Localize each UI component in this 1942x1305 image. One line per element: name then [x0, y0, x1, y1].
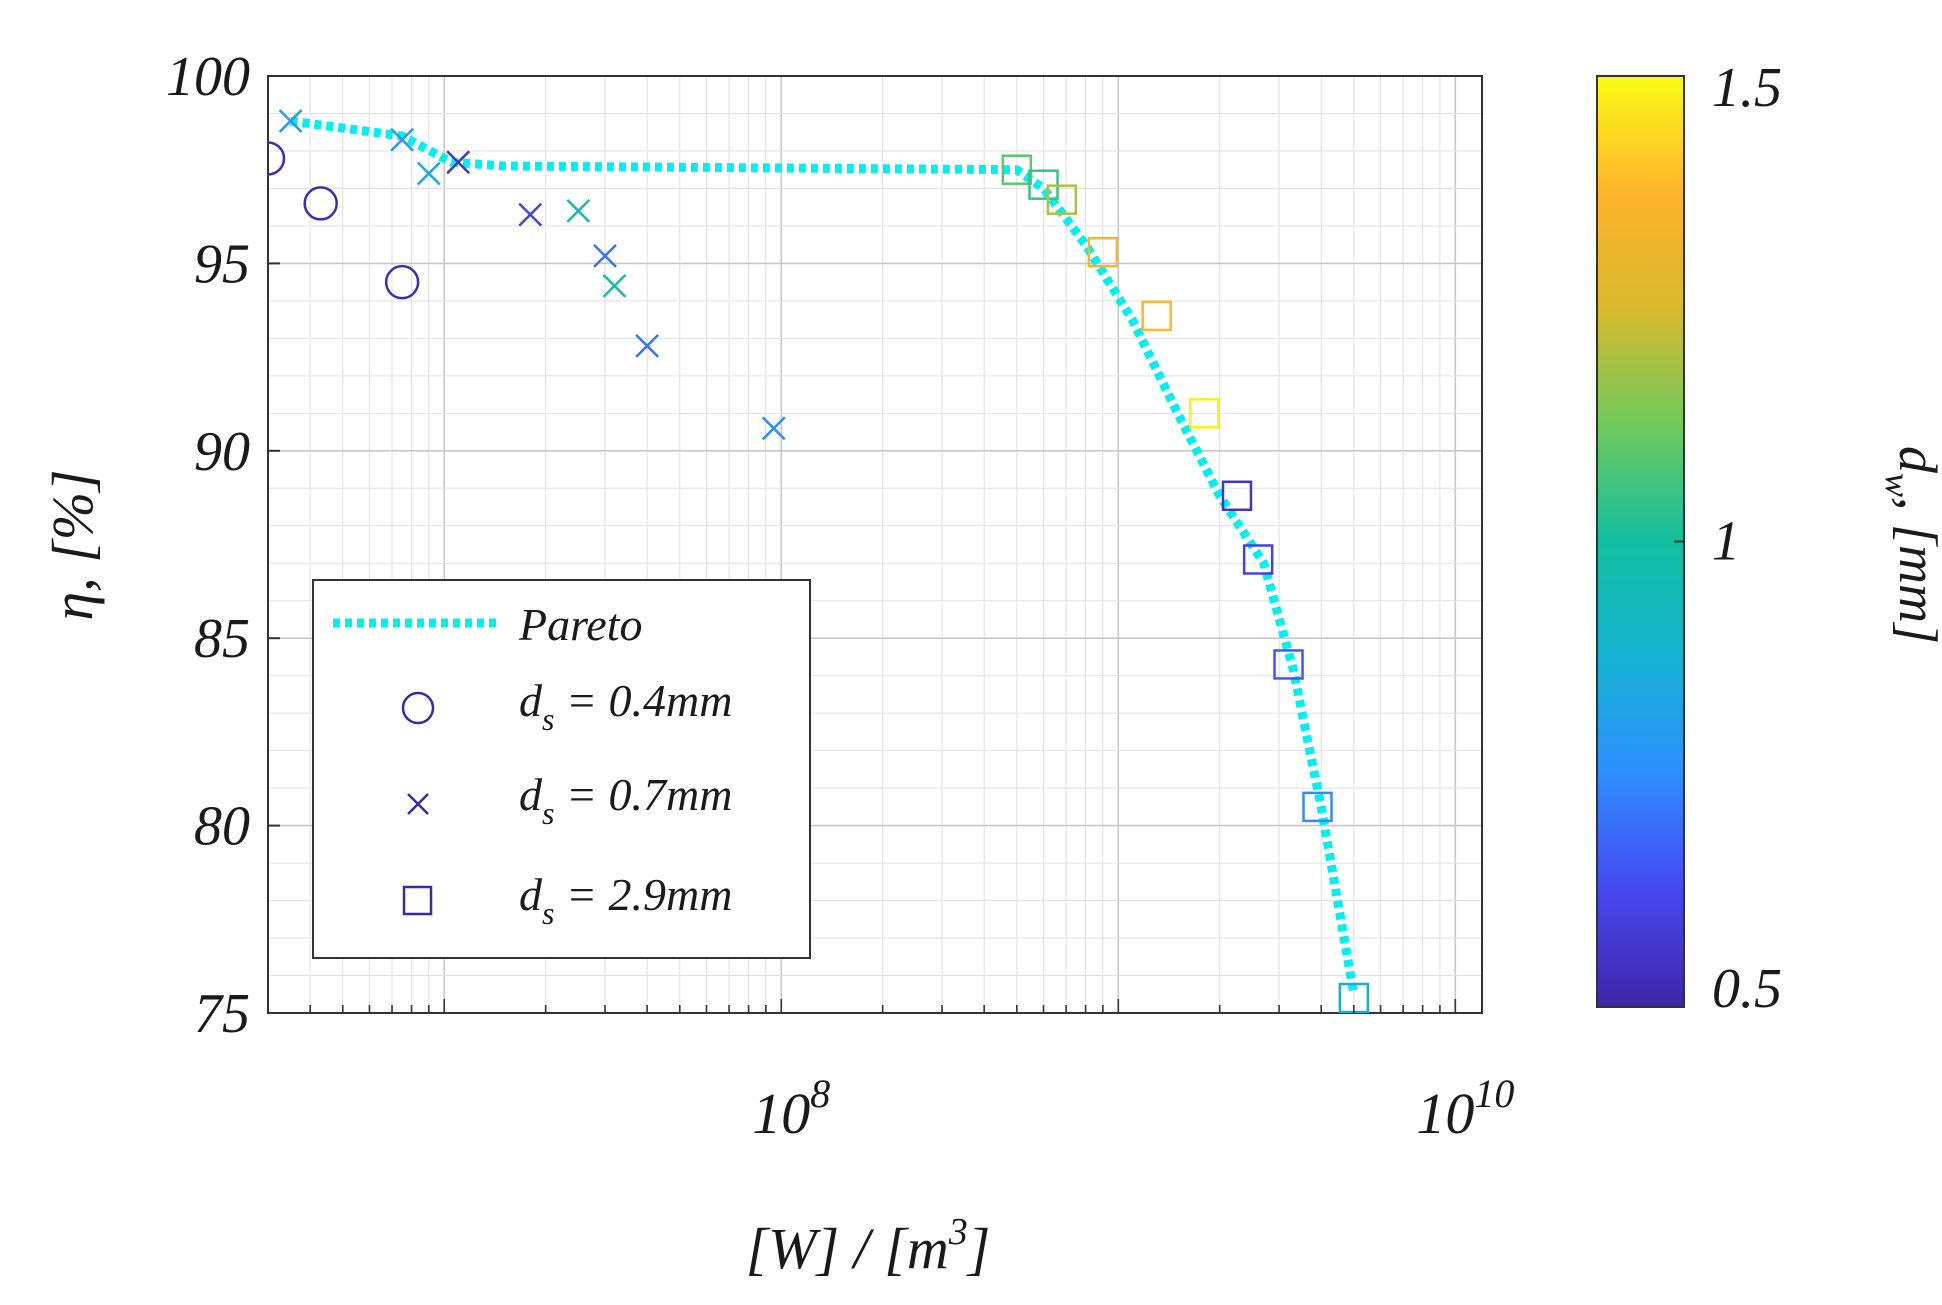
x-marker: [602, 274, 627, 298]
square-marker: [1087, 236, 1119, 268]
square-marker: [1273, 649, 1304, 680]
square-marker: [1302, 791, 1333, 823]
colorbar-ticks: 0.5 1 1.5: [1674, 57, 1782, 1020]
colorbar: 0.5 1 1.5 dw, [mm]: [1596, 57, 1942, 1020]
plot-area: [267, 75, 1483, 1014]
x-marker: [518, 202, 543, 227]
y-axis: 75 80 85 90 95 100: [166, 46, 280, 1045]
legend-pareto-label: Pareto: [518, 599, 643, 650]
x-axis-label-text: [W] / [m: [746, 1216, 949, 1281]
legend-circle-marker: [401, 691, 435, 725]
data-markers: [268, 109, 1370, 1013]
colorbar-tick-label: 1: [1712, 511, 1740, 573]
x-marker: [446, 150, 471, 175]
y-tick-label: 80: [194, 796, 250, 858]
square-marker: [1141, 300, 1172, 332]
legend-ds04-label: ds = 0.4mm: [519, 675, 732, 737]
y-tick-label: 95: [194, 233, 250, 295]
x-tick-label: 108: [752, 1071, 830, 1146]
x-marker: [761, 416, 786, 441]
x-marker: [566, 199, 591, 223]
legend: Pareto ds = 0.4mm ds = 0.7mm ds = 2.9mm: [312, 579, 811, 959]
square-marker: [1221, 480, 1253, 512]
colorbar-label: dw, [mm]: [1878, 446, 1942, 644]
y-axis-label: η, [%]: [40, 469, 105, 620]
pareto-line: [290, 116, 1359, 996]
legend-square-marker: [402, 885, 433, 916]
legend-ds07-label: ds = 0.7mm: [519, 769, 732, 831]
circle-marker: [384, 264, 420, 300]
y-tick-label: 85: [194, 608, 250, 670]
circle-marker: [303, 186, 338, 221]
legend-x-marker: [407, 793, 429, 815]
legend-ds29-label: ds = 2.9mm: [519, 869, 732, 931]
x-axis-label-superscript: 3: [948, 1211, 968, 1253]
square-marker: [1189, 398, 1220, 429]
colorbar-gradient: [1596, 75, 1685, 1008]
colorbar-tick-label: 0.5: [1712, 958, 1782, 1020]
legend-box: [312, 579, 811, 959]
x-marker: [390, 127, 415, 152]
colorbar-tick-label: 1.5: [1712, 57, 1782, 119]
x-marker: [635, 333, 660, 358]
x-axis: 108 1010: [267, 999, 1514, 1146]
square-marker: [1046, 184, 1078, 215]
x-axis-label-close: ]: [966, 1216, 991, 1281]
plot-content: [268, 109, 1370, 1013]
y-tick-label: 75: [194, 983, 250, 1045]
x-axis-label: [W] / [m3]: [746, 1211, 991, 1281]
x-marker: [278, 109, 303, 133]
y-tick-label: 100: [166, 46, 250, 108]
y-tick-label: 90: [194, 421, 250, 483]
x-marker: [416, 161, 441, 186]
x-tick-label: 1010: [1416, 1071, 1514, 1146]
circle-marker: [268, 141, 286, 176]
x-marker: [593, 244, 617, 268]
square-marker: [1242, 544, 1274, 575]
